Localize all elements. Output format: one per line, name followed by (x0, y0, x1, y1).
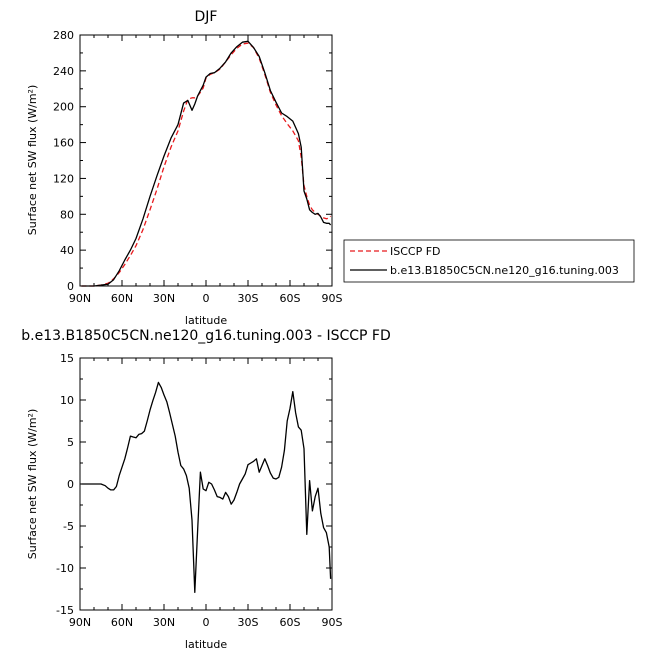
bottom-x-tick-label: 30N (153, 616, 175, 629)
top-x-tick-label: 30N (153, 292, 175, 305)
top-y-tick-label: 120 (53, 172, 74, 185)
bottom-x-axis-label: latitude (185, 638, 227, 651)
bottom-y-tick-label: 0 (67, 478, 74, 491)
bottom-plot-area (79, 357, 333, 611)
bottom-chart: b.e13.B1850C5CN.ne120_g16.tuning.003 - I… (21, 328, 391, 651)
top-y-tick-label: 40 (60, 244, 74, 257)
top-x-tick-label: 90S (322, 292, 343, 305)
bottom-x-tick-label: 30S (238, 616, 259, 629)
top-x-tick-label: 60N (111, 292, 133, 305)
top-x-tick-label: 60S (280, 292, 301, 305)
top-y-tick-label: 240 (53, 65, 74, 78)
top-x-axis-label: latitude (185, 314, 227, 327)
bottom-series-line-0 (81, 381, 332, 594)
bottom-x-tick-label: 0 (203, 616, 210, 629)
top-x-tick-label: 0 (203, 292, 210, 305)
top-y-axis-label: Surface net SW flux (W/m²) (26, 85, 39, 236)
bottom-x-tick-label: 90S (322, 616, 343, 629)
top-x-tick-label: 90N (69, 292, 91, 305)
top-plot-area (79, 34, 333, 287)
bottom-y-tick-label: 5 (67, 436, 74, 449)
legend: ISCCP FD b.e13.B1850C5CN.ne120_g16.tunin… (343, 239, 635, 283)
top-chart-title: DJF (195, 9, 218, 25)
bottom-chart-title: b.e13.B1850C5CN.ne120_g16.tuning.003 - I… (21, 328, 391, 344)
bottom-x-tick-label: 60S (280, 616, 301, 629)
legend-label-model: b.e13.B1850C5CN.ne120_g16.tuning.003 (390, 264, 619, 277)
top-y-tick-label: 280 (53, 29, 74, 42)
top-x-tick-label: 30S (238, 292, 259, 305)
top-chart: DJF 90N 60N 30N 0 30S 60S 90S 0 40 80 120 160 200 240… (26, 9, 343, 327)
top-y-tick-label: 200 (53, 101, 74, 114)
legend-label-isccp: ISCCP FD (390, 245, 441, 258)
top-y-tick-label: 160 (53, 137, 74, 150)
legend-box (343, 239, 635, 283)
bottom-y-tick-label: 15 (60, 352, 74, 365)
bottom-x-tick-label: 90N (69, 616, 91, 629)
top-y-tick-label: 80 (60, 208, 74, 221)
bottom-y-axis-label: Surface net SW flux (W/m²) (26, 409, 39, 560)
bottom-y-tick-label: -10 (56, 562, 74, 575)
bottom-y-tick-label: 10 (60, 394, 74, 407)
bottom-y-tick-label: -5 (63, 520, 74, 533)
top-y-tick-label: 0 (67, 280, 74, 293)
top-series-line-0 (81, 42, 332, 287)
bottom-y-tick-label: -15 (56, 604, 74, 617)
top-series-line-1 (81, 40, 332, 287)
bottom-x-tick-label: 60N (111, 616, 133, 629)
